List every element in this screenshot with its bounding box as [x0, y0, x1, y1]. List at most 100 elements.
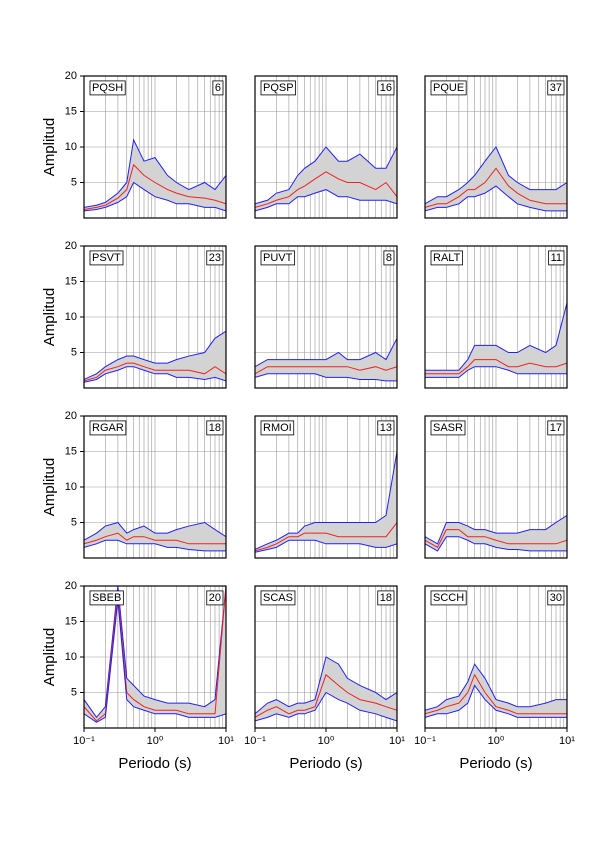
series-line: [255, 656, 397, 715]
record-count: 11: [551, 252, 562, 264]
x-tick-label: 10⁰: [147, 735, 164, 747]
frame: [254, 415, 398, 559]
count-box: [547, 590, 565, 606]
series-line: [84, 521, 226, 541]
count-box: [377, 80, 395, 96]
series-line: [84, 586, 226, 719]
x-axis-label: Periodo (s): [459, 755, 532, 772]
record-count: 18: [209, 422, 221, 434]
label-box: [430, 420, 466, 436]
panel: PUVT 8: [254, 245, 398, 389]
panel: SBEB 20 5 10 15 20 Amplitud 10⁻¹ 10⁰ 10¹ Periodo (…: [41, 580, 234, 772]
label-box: [430, 80, 467, 96]
station-label: SASR: [433, 422, 463, 434]
label-box: [89, 80, 126, 96]
label-box: [260, 80, 296, 96]
panel: SCAS 18 10⁻¹ 10⁰ 10¹ Periodo (s): [244, 585, 405, 772]
y-axis-label: Amplitud: [41, 288, 58, 346]
x-tick-label: 10¹: [218, 735, 234, 747]
series-line: [425, 684, 567, 718]
frame: [424, 415, 568, 559]
spread-band: [425, 302, 567, 378]
record-count: 37: [550, 82, 562, 94]
record-count: 30: [550, 592, 562, 604]
record-count: 17: [550, 422, 562, 434]
series-line: [255, 338, 397, 368]
record-count: 18: [380, 592, 392, 604]
y-axis-label: Amplitud: [41, 628, 58, 686]
count-box: [206, 420, 224, 436]
series-line: [425, 529, 567, 549]
y-tick-label: 10: [65, 311, 77, 323]
label-box: [260, 420, 295, 436]
label-box: [89, 250, 124, 266]
series-line: [425, 302, 567, 371]
y-tick-label: 5: [71, 346, 77, 358]
count-box: [547, 420, 565, 436]
y-axis-label: Amplitud: [41, 458, 58, 516]
count-box: [206, 250, 224, 266]
series-line: [425, 663, 567, 711]
series-line: [255, 171, 397, 208]
x-tick-label: 10¹: [559, 735, 575, 747]
series-line: [84, 163, 226, 210]
record-count: 16: [380, 82, 392, 94]
x-tick-label: 10⁰: [318, 735, 335, 747]
series-line: [84, 366, 226, 383]
panel: PQSH 6 5 10 15 20 Amplitud: [41, 70, 227, 219]
label-box: [89, 590, 124, 606]
series-line: [84, 330, 226, 380]
y-axis-label: Amplitud: [41, 118, 58, 176]
x-tick-label: 10⁰: [488, 735, 505, 747]
x-axis-label: Periodo (s): [289, 755, 362, 772]
y-tick-label: 20: [65, 240, 77, 252]
station-label: PQUE: [433, 82, 464, 94]
series-line: [425, 146, 567, 205]
series-line: [255, 373, 397, 382]
station-label: PQSP: [263, 82, 294, 94]
y-tick-label: 10: [65, 651, 77, 663]
station-label: SBEB: [92, 592, 121, 604]
record-count: 23: [209, 252, 221, 264]
x-tick-label: 10⁻¹: [73, 735, 95, 747]
spread-band: [255, 657, 397, 721]
panel: PQUE 37: [424, 75, 568, 219]
series-line: [255, 451, 397, 550]
series-line: [255, 539, 397, 553]
series-line: [425, 185, 567, 212]
series-line: [255, 189, 397, 212]
panel: PQSP 16: [254, 75, 398, 219]
series-line: [84, 362, 226, 382]
frame: [254, 245, 398, 389]
series-line: [425, 536, 567, 552]
count-box: [377, 420, 395, 436]
x-tick-label: 10⁻¹: [244, 735, 266, 747]
y-tick-label: 20: [65, 70, 77, 82]
station-label: RALT: [433, 252, 461, 264]
station-label: PSVT: [92, 252, 121, 264]
panel: RGAR 18 5 10 15 20 Amplitud: [41, 410, 227, 559]
label-box: [430, 590, 467, 606]
panel: RALT 11: [424, 245, 568, 389]
station-label: PUVT: [263, 252, 293, 264]
label-box: [260, 250, 296, 266]
y-tick-label: 10: [65, 141, 77, 153]
series-line: [255, 522, 397, 552]
series-line: [425, 673, 567, 715]
x-tick-label: 10¹: [389, 735, 405, 747]
frame: [424, 75, 568, 219]
station-label: PQSH: [92, 82, 123, 94]
station-label: SCCH: [433, 592, 464, 604]
panel: SCCH 30 10⁻¹ 10⁰ 10¹ Periodo (s): [414, 585, 575, 772]
series-line: [425, 359, 567, 375]
spread-band: [84, 586, 226, 723]
series-line: [425, 366, 567, 378]
label-box: [89, 420, 127, 436]
label-box: [260, 590, 296, 606]
series-line: [425, 167, 567, 208]
spread-band: [84, 139, 226, 211]
y-tick-label: 5: [71, 686, 77, 698]
station-label: SCAS: [263, 592, 293, 604]
spread-band: [425, 664, 567, 718]
